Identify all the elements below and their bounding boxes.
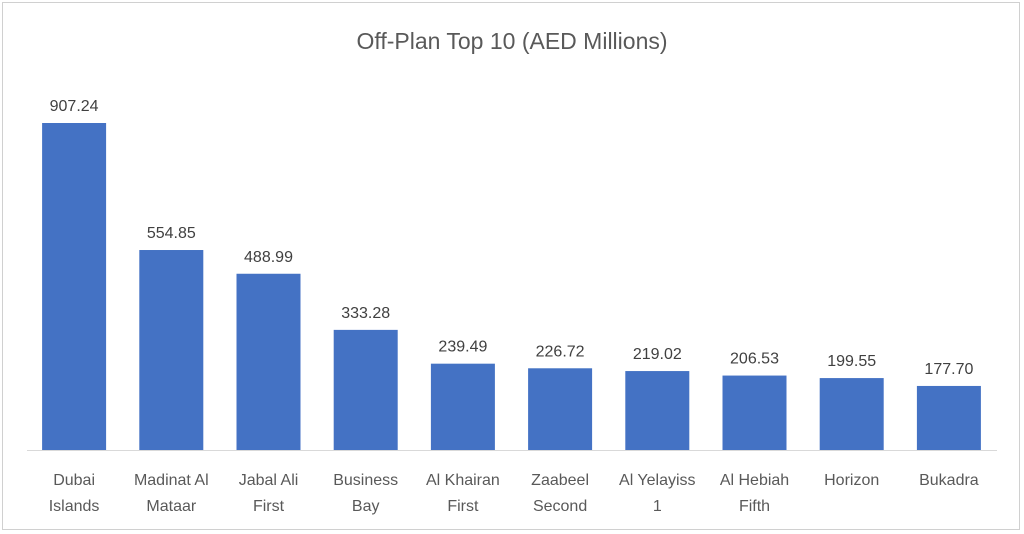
bar xyxy=(722,375,787,450)
bar xyxy=(528,368,593,450)
data-label: 199.55 xyxy=(827,353,876,370)
data-label: 239.49 xyxy=(438,339,487,356)
bar xyxy=(430,363,495,450)
data-label: 219.02 xyxy=(633,346,682,363)
data-label: 206.53 xyxy=(730,351,779,368)
data-label: 488.99 xyxy=(244,249,293,266)
bar xyxy=(819,378,884,450)
data-label: 177.70 xyxy=(924,361,973,378)
category-label: Islands xyxy=(49,498,100,515)
category-label: Zaabeel xyxy=(531,472,589,489)
category-label: Dubai xyxy=(53,472,95,489)
data-label: 333.28 xyxy=(341,305,390,322)
bar xyxy=(625,371,690,450)
category-label: Al Yelayiss xyxy=(619,472,696,489)
category-label: First xyxy=(253,498,285,515)
category-label: Bay xyxy=(352,498,380,515)
chart-title: Off-Plan Top 10 (AED Millions) xyxy=(356,28,668,54)
bar xyxy=(236,273,301,450)
data-label: 226.72 xyxy=(536,343,585,360)
category-label: Al Khairan xyxy=(426,472,500,489)
data-label: 907.24 xyxy=(50,98,99,115)
category-label: First xyxy=(447,498,479,515)
bar xyxy=(916,385,981,450)
category-label: Al Hebiah xyxy=(720,472,789,489)
category-label: Business xyxy=(333,472,398,489)
data-label: 554.85 xyxy=(147,225,196,242)
category-label: Jabal Ali xyxy=(239,472,299,489)
category-label: Horizon xyxy=(824,472,879,489)
bar xyxy=(333,329,398,450)
category-label: Bukadra xyxy=(919,472,979,489)
category-label: Fifth xyxy=(739,498,770,515)
bar xyxy=(139,250,204,450)
category-label: Second xyxy=(533,498,587,515)
category-label: 1 xyxy=(653,498,662,515)
category-label: Madinat Al xyxy=(134,472,209,489)
bar xyxy=(42,123,107,450)
category-label: Mataar xyxy=(146,498,196,515)
